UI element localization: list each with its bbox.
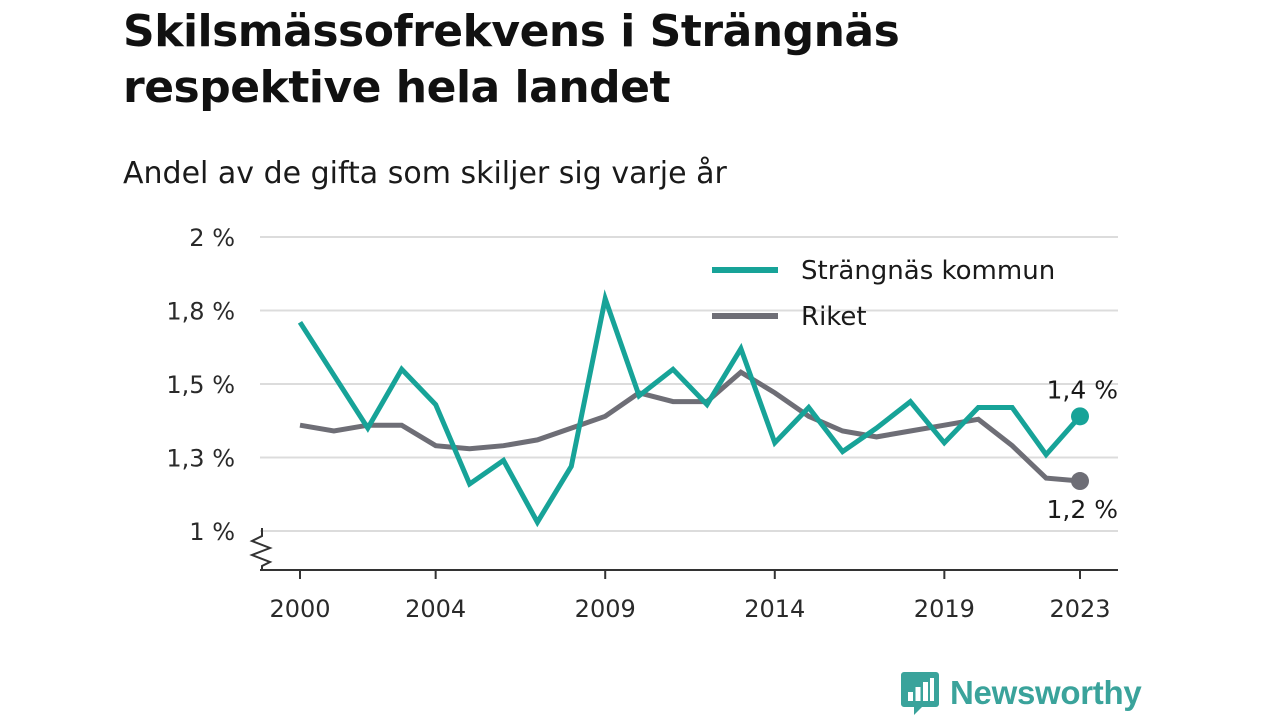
end-point-riket: [1071, 472, 1089, 491]
x-tick-label: 2014: [744, 595, 805, 623]
x-tick-label: 2004: [405, 595, 466, 623]
axis-break-icon: [249, 528, 273, 570]
y-tick-label: 1,8 %: [166, 298, 235, 326]
brand-name: Newsworthy: [950, 674, 1142, 711]
y-tick-label: 2 %: [189, 224, 235, 252]
x-tick-label: 2019: [914, 595, 975, 623]
x-tick-label: 2000: [269, 595, 330, 623]
newsworthy-logo: Newsworthy: [900, 668, 1142, 718]
series-line-riket: [299, 369, 1081, 484]
series-line-strangnas: [297, 289, 1082, 528]
legend-label: Strängnäs kommun: [801, 256, 1055, 286]
x-tick-label: 2009: [575, 595, 636, 623]
y-tick-label: 1 %: [189, 518, 235, 546]
y-tick-label: 1,3 %: [166, 445, 235, 473]
newsworthy-icon: [901, 672, 939, 715]
chart-subtitle: Andel av de gifta som skiljer sig varje …: [123, 156, 727, 191]
end-label-strangnas: 1,4 %: [1047, 375, 1118, 404]
x-tick-label: 2023: [1049, 595, 1110, 623]
end-point-strangnas: [1071, 407, 1089, 426]
end-label-riket: 1,2 %: [1047, 495, 1118, 524]
chart-title: Skilsmässofrekvens i Strängnäs respektiv…: [123, 6, 900, 113]
y-tick-label: 1,5 %: [166, 371, 235, 399]
legend-label: Riket: [801, 302, 867, 332]
